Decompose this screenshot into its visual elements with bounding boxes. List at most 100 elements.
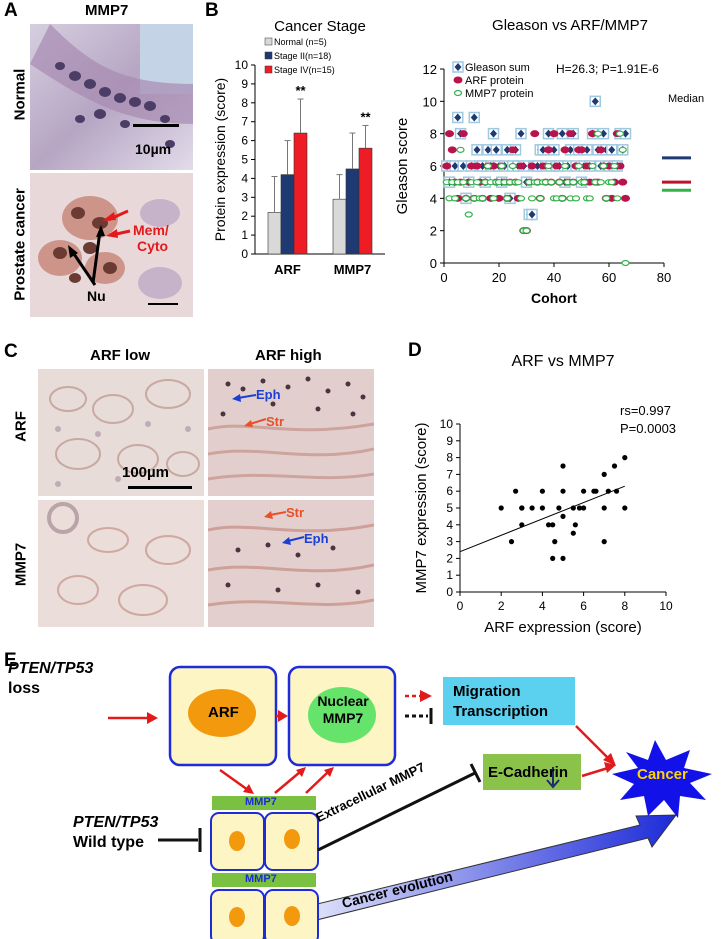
data-point xyxy=(613,195,622,202)
data-point xyxy=(580,179,589,186)
legend-swatch xyxy=(264,51,273,60)
data-point xyxy=(530,130,540,138)
legend-label: Normal (n=5) xyxy=(274,37,327,47)
y-tick-label: 7 xyxy=(241,115,248,129)
stat-text: H=26.3; P=1.91E-6 xyxy=(556,62,659,76)
ecadherin-label: E-Cadherin xyxy=(488,764,569,781)
y-tick-label: 0 xyxy=(241,247,248,261)
bar xyxy=(293,132,308,255)
row-label-prostate-cancer: Prostate cancer xyxy=(11,188,29,301)
micrograph-arf-high xyxy=(208,369,374,496)
micrograph-normal xyxy=(30,24,193,170)
data-point xyxy=(555,179,564,186)
x-axis-label: ARF expression (score) xyxy=(484,619,642,636)
mmp7-band-top: MMP7 xyxy=(245,796,277,808)
y-tick-label: 9 xyxy=(241,77,248,91)
data-point xyxy=(497,162,506,170)
legend-label: ARF protein xyxy=(465,75,524,87)
x-tick-label: 0 xyxy=(457,599,464,613)
data-point xyxy=(459,179,468,186)
data-point xyxy=(508,539,515,545)
x-tick-label: 0 xyxy=(440,270,447,285)
annot-str-2: Str xyxy=(286,505,305,520)
data-point xyxy=(442,162,452,170)
micrograph-arf-low xyxy=(38,369,204,496)
panel-c-arrows xyxy=(232,394,305,545)
legend-marker xyxy=(453,89,463,97)
y-axis-label: Protein expression (score) xyxy=(212,78,228,241)
stat-r: rs=0.997 xyxy=(620,403,671,418)
x-tick-label: 80 xyxy=(657,270,671,285)
y-tick-label: 8 xyxy=(430,127,437,142)
data-point xyxy=(599,162,608,170)
data-point xyxy=(560,146,570,154)
data-point xyxy=(608,145,616,154)
y-tick-label: 1 xyxy=(241,228,248,242)
row-label-normal: Normal xyxy=(11,68,29,121)
data-point xyxy=(479,162,486,170)
y-tick-label: 2 xyxy=(430,224,437,239)
data-point xyxy=(593,130,603,137)
data-point xyxy=(451,162,459,170)
legend-marker xyxy=(454,63,462,71)
x-axis-label: Cohort xyxy=(531,290,577,306)
data-point xyxy=(492,145,500,154)
y-tick-label: 12 xyxy=(423,62,437,77)
data-point xyxy=(478,195,487,202)
data-point xyxy=(519,505,525,511)
x-tick-label: 2 xyxy=(498,599,505,613)
data-point xyxy=(472,179,482,186)
chart-title: ARF vs MMP7 xyxy=(511,353,614,370)
data-point xyxy=(569,179,578,186)
x-tick-label: 8 xyxy=(621,599,628,613)
annot-eph-1: Eph xyxy=(256,387,281,402)
bar xyxy=(267,212,282,255)
data-point xyxy=(560,513,566,519)
data-point xyxy=(490,129,497,138)
arf-label: ARF xyxy=(208,704,239,721)
data-point xyxy=(483,162,493,170)
data-point xyxy=(622,505,628,511)
data-point xyxy=(447,146,457,154)
data-point xyxy=(545,129,552,138)
panel-label-d: D xyxy=(408,340,422,361)
annot-str-1: Str xyxy=(266,414,285,429)
data-point xyxy=(461,195,471,202)
data-point xyxy=(576,505,583,511)
scatter-chart-gleason: Gleason vs ARF/MMP7 0 2 4 6 8 10 12 0 20 40 60 80 Coh… xyxy=(394,17,704,306)
x-tick-label: 6 xyxy=(580,599,587,613)
data-point xyxy=(534,162,541,170)
annot-nu: Nu xyxy=(87,288,106,304)
y-tick-label: 9 xyxy=(446,434,453,448)
legend-swatch xyxy=(264,65,273,74)
data-point xyxy=(454,113,462,122)
data-point xyxy=(516,195,526,202)
data-point xyxy=(549,130,559,138)
nuclear-label-2: MMP7 xyxy=(322,710,364,726)
y-tick-label: 7 xyxy=(446,467,453,481)
data-point xyxy=(508,162,517,170)
data-point xyxy=(570,505,576,511)
col-label-arf-low: ARF low xyxy=(90,347,150,364)
pten-wt-line2: Wild type xyxy=(73,834,144,851)
legend-label: MMP7 protein xyxy=(465,88,533,100)
data-point xyxy=(522,227,531,234)
data-point xyxy=(621,194,630,202)
y-tick-label: 10 xyxy=(235,58,249,72)
data-point xyxy=(560,162,570,170)
annot-eph-2: Eph xyxy=(304,531,329,546)
legend-swatch xyxy=(264,37,273,46)
significance-label: ** xyxy=(360,109,371,124)
x-tick-label: 10 xyxy=(659,599,673,613)
data-point xyxy=(600,129,607,138)
data-point xyxy=(618,146,627,153)
x-tick-label: 4 xyxy=(539,599,546,613)
data-point xyxy=(472,162,482,170)
data-point xyxy=(503,145,511,154)
data-point xyxy=(464,211,473,218)
row-label-arf: ARF xyxy=(12,411,30,442)
cancer-label: Cancer xyxy=(637,766,688,783)
migration-label-2: Transcription xyxy=(453,703,549,720)
significance-label: ** xyxy=(295,83,306,98)
pten-wt-line1: PTEN/TP53 xyxy=(73,814,159,831)
